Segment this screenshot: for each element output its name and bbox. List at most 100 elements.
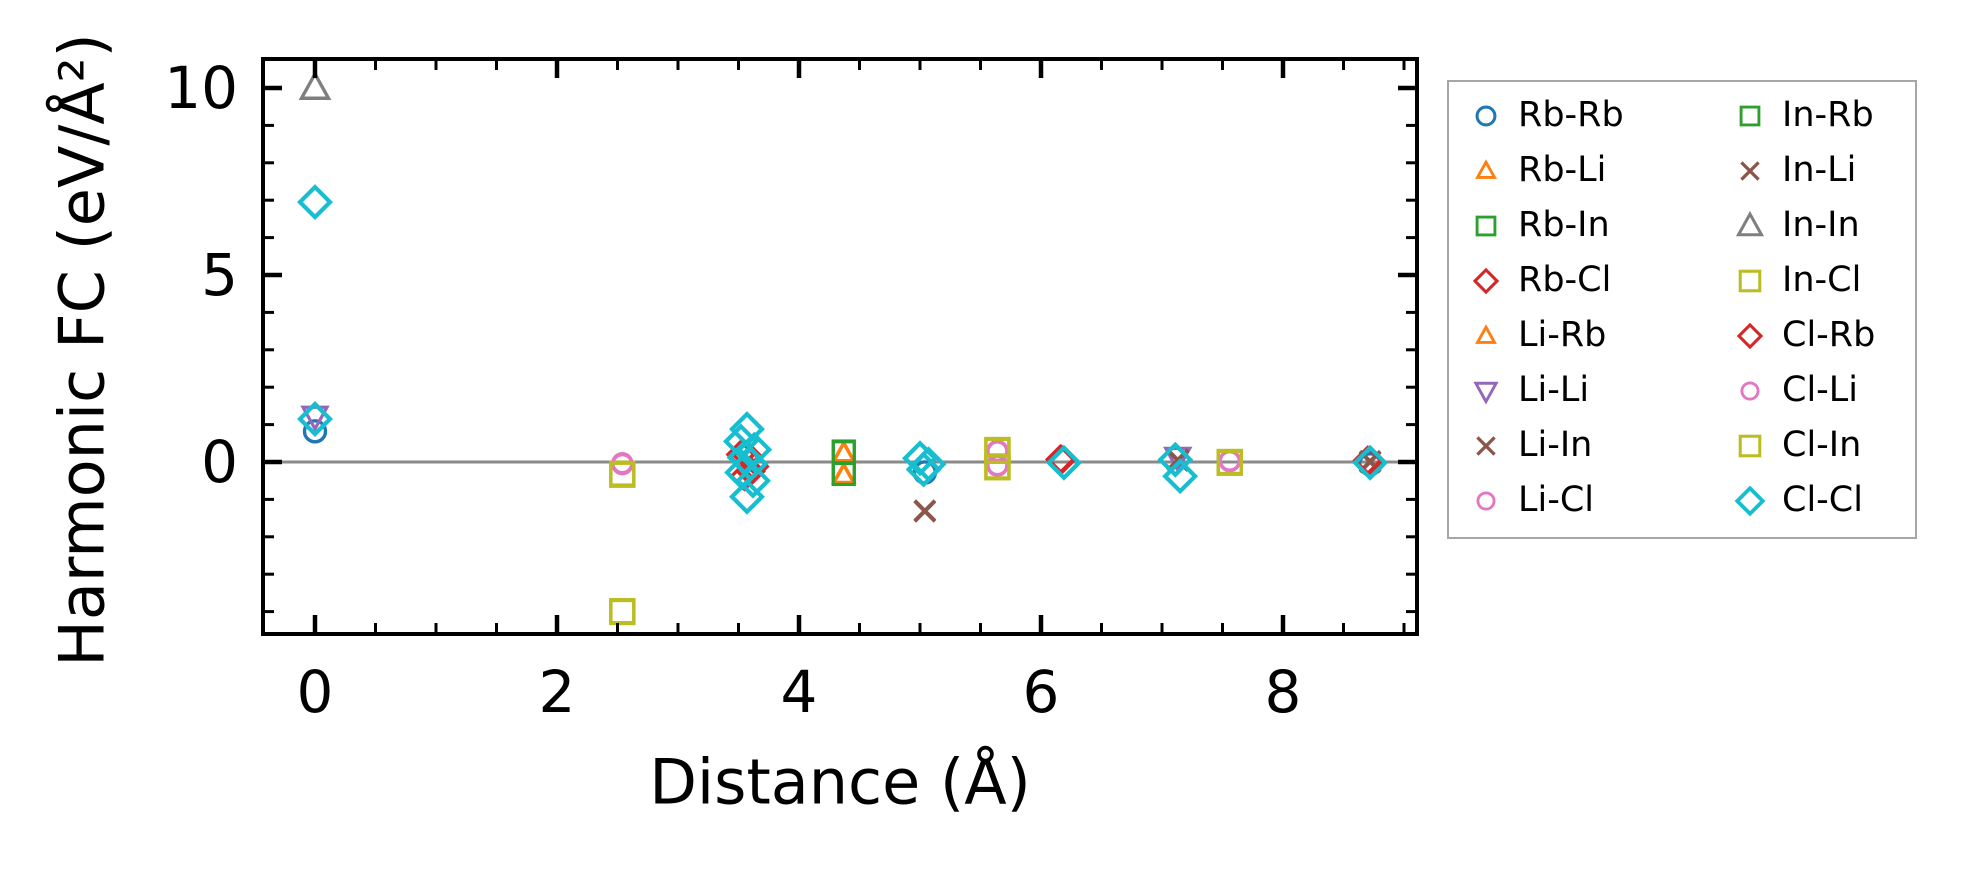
- legend-label: Li-Cl: [1518, 480, 1595, 520]
- legend-marker-circle-icon: [1475, 105, 1497, 126]
- legend-label: Li-In: [1518, 425, 1593, 465]
- legend-label: Rb-Cl: [1518, 260, 1612, 300]
- point-In-Li: [913, 500, 937, 523]
- legend-marker-circle-icon: [1740, 380, 1760, 401]
- legend-marker-Rb-In: [1475, 215, 1497, 236]
- point-Cl-Cl: [729, 478, 765, 515]
- legend-item-In-Cl: In-Cl: [1727, 253, 1909, 308]
- point-Cl-In: [609, 461, 636, 488]
- legend-label: Cl-Cl: [1782, 480, 1863, 520]
- point-In-Rb: [831, 461, 856, 487]
- series-Cl-In: [609, 437, 1243, 626]
- plot-spines: [261, 57, 1419, 636]
- legend-item-Rb-Rb: Rb-Rb: [1463, 88, 1727, 143]
- point-Rb-Rb: [302, 419, 328, 444]
- legend-item-Li-Cl: Li-Cl: [1463, 473, 1727, 528]
- legend-label: In-Li: [1782, 150, 1857, 190]
- legend-item-Cl-Cl: Cl-Cl: [1727, 473, 1909, 528]
- legend-marker-triangle-up-icon: [1475, 323, 1497, 344]
- legend-marker-diamond-icon: [1736, 322, 1764, 349]
- x-tick-label: 2: [539, 658, 576, 726]
- legend-label: Cl-Li: [1782, 370, 1859, 410]
- point-Cl-Cl: [1162, 458, 1199, 495]
- legend-label: Rb-Rb: [1518, 95, 1624, 135]
- series-In-Rb: [831, 440, 856, 487]
- legend-item-In-In: In-In: [1727, 198, 1909, 253]
- point-In-In: [298, 70, 332, 100]
- y-tick-label: 0: [201, 428, 238, 496]
- y-axis-label: Harmonic FC (eV/Å²): [45, 33, 119, 667]
- legend-label: Rb-Li: [1518, 150, 1607, 190]
- legend-marker-Rb-Li: [1475, 158, 1497, 179]
- legend-marker-Li-Cl: [1476, 490, 1496, 511]
- legend-marker-x-icon: [1476, 435, 1496, 456]
- x-tick-label: 0: [297, 658, 334, 726]
- legend-item-Rb-Cl: Rb-Cl: [1463, 253, 1727, 308]
- point-Cl-Cl: [297, 401, 333, 437]
- legend-label: Cl-In: [1782, 425, 1862, 465]
- point-Li-Li: [300, 405, 330, 433]
- point-Cl-In: [609, 598, 636, 626]
- legend-item-In-Rb: In-Rb: [1727, 88, 1909, 143]
- legend-item-Li-Li: Li-Li: [1463, 363, 1727, 418]
- legend-marker-circle-icon: [1476, 490, 1496, 511]
- point-In-Cl: [609, 598, 636, 625]
- legend-marker-diamond-icon: [1734, 485, 1766, 516]
- legend-marker-square-icon: [1739, 105, 1761, 126]
- point-Cl-Cl: [905, 451, 942, 488]
- legend-label: Li-Li: [1518, 370, 1590, 410]
- legend-marker-Cl-In: [1738, 434, 1762, 457]
- legend-marker-Rb-Rb: [1475, 105, 1497, 126]
- point-Cl-Cl: [735, 462, 771, 499]
- legend-marker-square-icon: [1738, 269, 1762, 292]
- legend-label: In-In: [1782, 205, 1860, 245]
- legend-item-In-Li: In-Li: [1727, 143, 1909, 198]
- legend-label: Cl-Rb: [1782, 315, 1876, 355]
- series-In-In: [298, 70, 332, 100]
- x-axis-label: Distance (Å): [649, 745, 1031, 819]
- legend: Rb-Rb Rb-Li Rb-In Rb-Cl Li-Rb Li-Li Li-In Li-Cl…: [1447, 80, 1917, 539]
- legend-marker-x-icon: [1740, 160, 1760, 181]
- legend-marker-Cl-Li: [1740, 380, 1760, 401]
- legend-marker-Li-Rb: [1475, 323, 1497, 344]
- legend-item-Li-In: Li-In: [1463, 418, 1727, 473]
- point-Cl-In: [984, 454, 1011, 481]
- legend-label: In-Rb: [1782, 95, 1874, 135]
- series-Cl-Cl: [297, 184, 1389, 515]
- legend-marker-triangle-up-icon: [1475, 158, 1497, 179]
- y-tick-label: 5: [201, 241, 238, 309]
- legend-item-Li-Rb: Li-Rb: [1463, 308, 1727, 363]
- point-Cl-Cl: [1352, 444, 1389, 481]
- point-Cl-Cl: [1046, 444, 1082, 481]
- legend-marker-In-Li: [1740, 160, 1760, 181]
- legend-marker-Cl-Cl: [1734, 485, 1766, 516]
- point-Cl-In: [984, 437, 1011, 464]
- legend-item-Cl-Rb: Cl-Rb: [1727, 308, 1909, 363]
- x-tick-label: 4: [781, 658, 818, 726]
- legend-marker-diamond-icon: [1472, 267, 1500, 294]
- legend-marker-Rb-Cl: [1472, 267, 1500, 294]
- legend-marker-Cl-Rb: [1736, 322, 1764, 349]
- x-tick-label: 8: [1265, 658, 1302, 726]
- point-Cl-Cl: [1157, 441, 1194, 478]
- legend-item-Rb-In: Rb-In: [1463, 198, 1727, 253]
- legend-label: Rb-In: [1518, 205, 1610, 245]
- legend-marker-triangle-down-icon: [1473, 381, 1499, 405]
- legend-item-Rb-Li: Rb-Li: [1463, 143, 1727, 198]
- x-tick-label: 6: [1023, 658, 1060, 726]
- legend-marker-Li-Li: [1473, 381, 1499, 405]
- legend-marker-Li-In: [1476, 435, 1496, 456]
- legend-marker-square-icon: [1475, 215, 1497, 236]
- legend-label: Li-Rb: [1518, 315, 1607, 355]
- legend-marker-In-Cl: [1738, 269, 1762, 292]
- legend-marker-triangle-up-icon: [1735, 210, 1765, 236]
- point-Cl-Li: [986, 453, 1009, 477]
- legend-label: In-Cl: [1782, 260, 1862, 300]
- point-Cl-Cl: [297, 184, 333, 221]
- legend-marker-In-In: [1735, 210, 1765, 236]
- legend-item-Cl-In: Cl-In: [1727, 418, 1909, 473]
- legend-marker-square-icon: [1738, 434, 1762, 457]
- y-tick-label: 10: [164, 54, 238, 122]
